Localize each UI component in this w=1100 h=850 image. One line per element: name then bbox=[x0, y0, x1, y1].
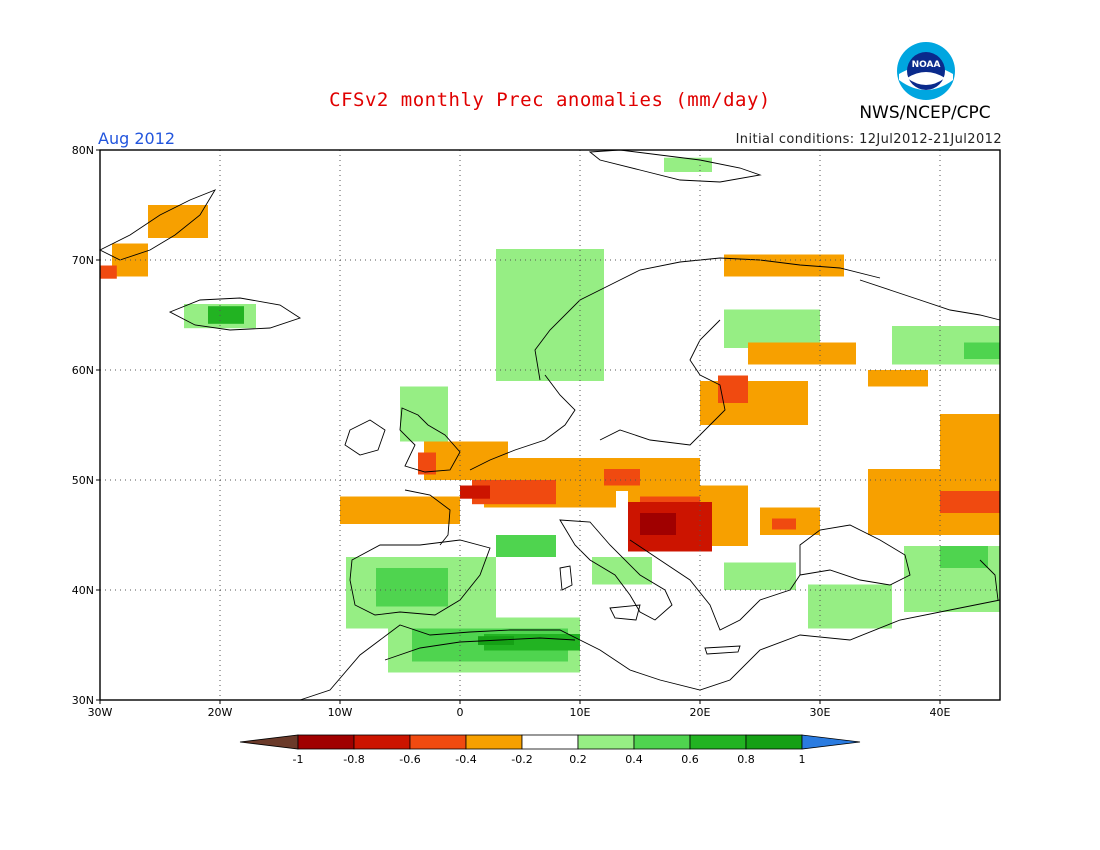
coastline-caspian bbox=[979, 559, 999, 601]
anomaly-region bbox=[808, 584, 892, 629]
anomaly-region bbox=[940, 546, 988, 568]
coastline-ireland bbox=[344, 419, 386, 456]
coastline-italy bbox=[559, 519, 673, 621]
colorbar-swatch bbox=[409, 734, 467, 750]
lon-tick-label: 20E bbox=[690, 706, 711, 719]
anomaly-region bbox=[664, 157, 712, 172]
anomaly-region bbox=[724, 562, 796, 590]
anomaly-region bbox=[724, 254, 844, 277]
colorbar-swatch bbox=[465, 734, 523, 750]
noaa-logo-icon: NOAA bbox=[897, 42, 955, 100]
lat-tick-label: 80N bbox=[72, 144, 94, 157]
axis-labels: 30W 20W 10W 0 10E 20E 30E 40E 30N 40N 50N 60N 70N 80N bbox=[72, 144, 951, 719]
chart-title: CFSv2 monthly Prec anomalies (mm/day) bbox=[329, 89, 771, 111]
lat-tick-label: 40N bbox=[72, 584, 94, 597]
colorbar-swatch bbox=[689, 734, 747, 750]
lon-tick-label: 10W bbox=[328, 706, 353, 719]
graticule bbox=[100, 150, 1000, 700]
anomaly-region bbox=[460, 485, 490, 499]
colorbar-label: 0.6 bbox=[681, 753, 699, 766]
colorbar-legend: -1 -0.8 -0.6 -0.4 -0.2 0.2 0.4 0.6 0.8 1 bbox=[239, 734, 861, 766]
coastline-north-sea bbox=[469, 374, 576, 471]
lat-tick-label: 60N bbox=[72, 364, 94, 377]
colorbar-label: 0.8 bbox=[737, 753, 755, 766]
coastline-sardinia bbox=[559, 565, 573, 591]
colorbar-swatch bbox=[297, 734, 355, 750]
colorbar-arrow-low bbox=[239, 734, 299, 750]
anomaly-region bbox=[964, 342, 1000, 359]
coastline-black-sea bbox=[799, 524, 911, 586]
anomaly-region bbox=[340, 496, 460, 524]
coastline-norway bbox=[534, 257, 881, 381]
coastline-iceland bbox=[168, 297, 302, 331]
anomaly-region bbox=[940, 491, 1000, 513]
anomaly-region bbox=[208, 306, 244, 324]
colorbar-label: -0.8 bbox=[343, 753, 364, 766]
anomaly-region bbox=[376, 568, 448, 607]
colorbar-label: -0.4 bbox=[455, 753, 476, 766]
anomaly-region bbox=[868, 370, 928, 387]
colorbar-swatch bbox=[353, 734, 411, 750]
colorbar-arrow-high bbox=[801, 734, 861, 750]
anomaly-region bbox=[592, 557, 652, 585]
coastline-france-bay bbox=[404, 489, 451, 546]
colorbar-label: -1 bbox=[293, 753, 304, 766]
map-frame bbox=[99, 149, 1001, 701]
anomaly-region bbox=[400, 386, 448, 442]
lon-tick-label: 30E bbox=[810, 706, 831, 719]
colorbar-swatch bbox=[577, 734, 635, 750]
coastline-europe bbox=[299, 599, 1001, 701]
lat-tick-label: 50N bbox=[72, 474, 94, 487]
anomaly-region bbox=[772, 518, 796, 530]
lon-tick-label: 20W bbox=[208, 706, 233, 719]
coastline-crete bbox=[704, 645, 741, 655]
lat-tick-label: 70N bbox=[72, 254, 94, 267]
anomaly-region bbox=[496, 249, 604, 381]
lat-tick-label: 30N bbox=[72, 694, 94, 707]
coastline-greenland bbox=[98, 189, 217, 261]
anomaly-layer bbox=[100, 157, 1000, 673]
anomaly-region bbox=[724, 309, 820, 348]
colorbar-label: 1 bbox=[799, 753, 806, 766]
initial-conditions: Initial conditions: 12Jul2012-21Jul2012 bbox=[735, 132, 1002, 147]
anomaly-region bbox=[748, 342, 856, 365]
anomaly-region bbox=[640, 513, 676, 535]
anomaly-region bbox=[418, 452, 436, 475]
forecast-period: Aug 2012 bbox=[98, 129, 176, 148]
lon-tick-label: 40E bbox=[930, 706, 951, 719]
colorbar-label: -0.2 bbox=[511, 753, 532, 766]
colorbar-swatch bbox=[745, 734, 803, 750]
anomaly-region bbox=[100, 265, 117, 279]
svg-text:NOAA: NOAA bbox=[912, 60, 941, 70]
colorbar-label: 0.4 bbox=[625, 753, 643, 766]
coastline-svalbard bbox=[588, 149, 762, 183]
colorbar-swatch bbox=[633, 734, 691, 750]
coastline-africa bbox=[384, 637, 576, 661]
coastline-britain bbox=[399, 407, 461, 473]
coastline-baltic bbox=[599, 319, 726, 446]
colorbar-swatch bbox=[521, 734, 579, 750]
coastline-layer bbox=[98, 149, 1001, 701]
coastline-sicily bbox=[609, 604, 641, 621]
colorbar-label: -0.6 bbox=[399, 753, 420, 766]
coastline-russia-north bbox=[859, 279, 1001, 321]
anomaly-region bbox=[604, 469, 640, 486]
coastline-balkans bbox=[629, 539, 801, 631]
agency-label: NWS/NCEP/CPC bbox=[859, 103, 991, 123]
lon-tick-label: 10E bbox=[570, 706, 591, 719]
anomaly-region bbox=[496, 535, 556, 557]
colorbar-label: 0.2 bbox=[569, 753, 587, 766]
lon-tick-label: 30W bbox=[88, 706, 113, 719]
lon-tick-label: 0 bbox=[457, 706, 464, 719]
anomaly-region bbox=[940, 414, 1000, 469]
